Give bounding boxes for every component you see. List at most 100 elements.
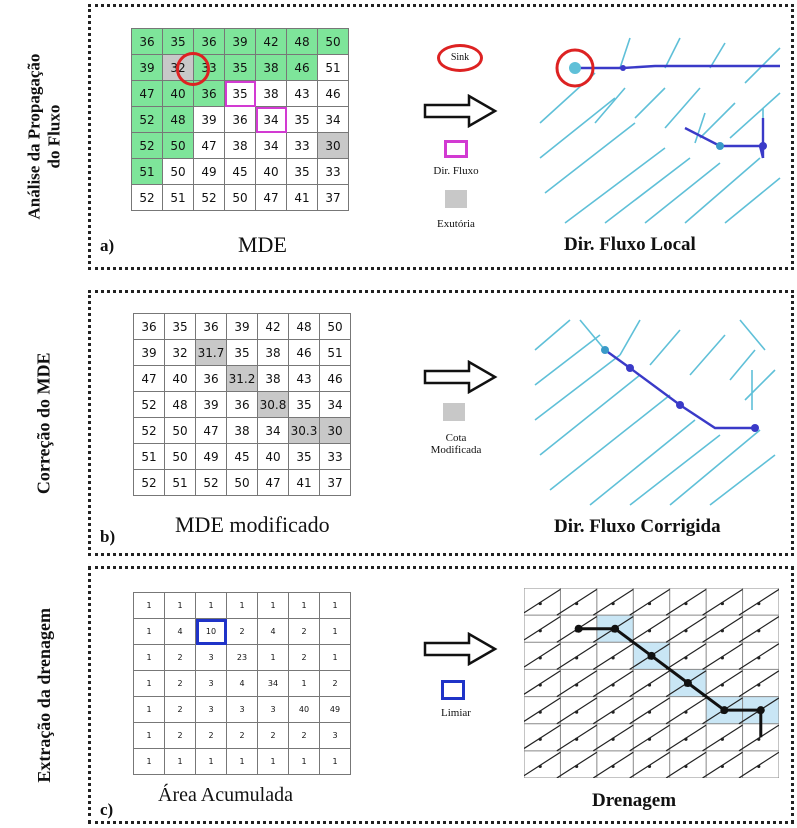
modified-mde-grid-row: 47 40 36 31.2 38 43 46 xyxy=(133,365,351,392)
accumulated-area-grid-cell: 3 xyxy=(195,696,227,723)
mde-grid-cell: 49 xyxy=(193,158,225,185)
modified-mde-grid-cell: 50 xyxy=(319,313,351,340)
accumulated-area-grid-row: 1 4 10 2 4 2 1 xyxy=(133,618,351,645)
accumulated-area-grid-cell: 1 xyxy=(319,644,351,671)
modified-mde-grid-cell: 33 xyxy=(319,443,351,470)
mde-grid-cell: 52 xyxy=(193,184,225,211)
accumulated-area-grid-cell: 2 xyxy=(226,722,258,749)
mde-grid-cell: 34 xyxy=(255,106,287,133)
accumulated-area-grid-cell: 1 xyxy=(133,748,165,775)
modified-mde-grid-cell: 35 xyxy=(288,391,320,418)
mde-grid-cell: 36 xyxy=(131,28,163,55)
outlet-legend-label: Exutória xyxy=(437,218,475,230)
accumulated-area-grid-cell: 1 xyxy=(133,722,165,749)
accumulated-area-grid-cell: 2 xyxy=(319,670,351,697)
drainage-network-map xyxy=(524,588,779,778)
modified-mde-grid-cell: 50 xyxy=(226,469,258,496)
mde-grid-cell: 33 xyxy=(317,158,349,185)
mde-grid-row: 39 32 33 35 38 46 51 xyxy=(131,54,349,81)
accumulated-area-grid-cell: 2 xyxy=(164,722,196,749)
panel-c-letter: c) xyxy=(100,800,114,819)
panel-a-letter: a) xyxy=(100,236,115,255)
mde-grid-cell: 46 xyxy=(286,54,318,81)
mde-grid-row: 52 48 39 36 34 35 34 xyxy=(131,106,349,133)
modified-mde-grid-cell: 51 xyxy=(133,443,165,470)
side-label-c-text: Extração da drenagem xyxy=(33,607,54,783)
mde-grid-cell: 41 xyxy=(286,184,318,211)
modified-mde-grid-row: 51 50 49 45 40 35 33 xyxy=(133,443,351,470)
mde-grid-cell: 50 xyxy=(162,158,194,185)
mde-grid-row: 36 35 36 39 42 48 50 xyxy=(131,28,349,55)
accumulated-area-grid-cell: 1 xyxy=(257,644,289,671)
accumulated-area-grid-cell: 2 xyxy=(164,670,196,697)
flow-arrow xyxy=(524,643,561,668)
accumulated-area-grid-cell: 40 xyxy=(288,696,320,723)
modified-mde-grid-cell: 34 xyxy=(257,417,289,444)
modified-mde-grid-cell: 48 xyxy=(288,313,320,340)
mde-grid-cell: 52 xyxy=(131,184,163,211)
mde-grid-cell: 30 xyxy=(317,132,349,159)
modified-mde-grid-cell: 47 xyxy=(257,469,289,496)
mde-grid-cell: 40 xyxy=(255,158,287,185)
accumulated-area-grid-cell: 49 xyxy=(319,696,351,723)
mde-grid: 36 35 36 39 42 48 50 39 32 33 35 38 46 51 47 40 36 35 38 43… xyxy=(131,28,349,211)
modified-mde-grid-cell: 47 xyxy=(133,365,165,392)
flow-arrow xyxy=(524,724,561,750)
modified-mde-grid-cell: 40 xyxy=(164,365,196,392)
modified-mde-grid-cell: 36 xyxy=(226,391,258,418)
mde-grid-cell: 42 xyxy=(255,28,287,55)
accumulated-area-grid-cell: 4 xyxy=(257,618,289,645)
flow-arrow xyxy=(524,670,561,695)
accumulated-area-grid-cell: 1 xyxy=(257,748,289,775)
accumulated-area-grid-cell: 34 xyxy=(257,670,289,697)
mde-grid-cell: 35 xyxy=(286,106,318,133)
flow-dir-legend-icon xyxy=(444,140,468,158)
accumulated-area-grid-cell: 2 xyxy=(257,722,289,749)
mde-grid-row: 47 40 36 35 38 43 46 xyxy=(131,80,349,107)
modified-mde-grid-cell: 38 xyxy=(257,339,289,366)
accumulated-area-grid-cell: 1 xyxy=(288,748,320,775)
modified-mde-grid-cell: 35 xyxy=(288,443,320,470)
accumulated-area-grid-cell: 4 xyxy=(164,618,196,645)
mde-grid-cell: 48 xyxy=(286,28,318,55)
modified-mde-grid-cell: 31.7 xyxy=(195,339,227,366)
accumulated-area-caption: Área Acumulada xyxy=(158,784,293,806)
mde-grid-cell: 50 xyxy=(224,184,256,211)
accumulated-area-grid-row: 1 2 3 4 34 1 2 xyxy=(133,670,351,697)
modified-mde-grid-row: 36 35 36 39 42 48 50 xyxy=(133,313,351,340)
accumulated-area-grid-cell: 1 xyxy=(133,696,165,723)
mde-grid-cell: 52 xyxy=(131,132,163,159)
modified-mde-grid-cell: 36 xyxy=(195,365,227,392)
accumulated-area-grid-cell: 2 xyxy=(164,696,196,723)
outlet-legend-icon xyxy=(445,190,467,208)
modified-mde-grid-cell: 31.2 xyxy=(226,365,258,392)
modified-mde-grid-cell: 36 xyxy=(195,313,227,340)
mde-grid-cell: 50 xyxy=(162,132,194,159)
mde-grid-cell: 50 xyxy=(317,28,349,55)
accumulated-area-grid-cell: 3 xyxy=(319,722,351,749)
accumulated-area-grid-cell: 1 xyxy=(226,748,258,775)
mde-grid-row: 52 50 47 38 34 33 30 xyxy=(131,132,349,159)
modified-mde-grid-cell: 50 xyxy=(164,443,196,470)
flow-arrow xyxy=(524,615,561,641)
legend-line2: Modificada xyxy=(430,444,482,456)
mde-grid-cell: 33 xyxy=(286,132,318,159)
modified-mde-grid-cell: 43 xyxy=(288,365,320,392)
sink-legend-label: Sink xyxy=(450,52,470,63)
mde-grid-cell: 38 xyxy=(224,132,256,159)
modified-mde-grid-cell: 49 xyxy=(195,443,227,470)
accumulated-area-grid-cell: 1 xyxy=(226,592,258,619)
modified-mde-grid-cell: 40 xyxy=(257,443,289,470)
drainage-caption: Drenagem xyxy=(592,790,677,811)
mde-grid-cell: 35 xyxy=(224,54,256,81)
accumulated-area-grid-cell: 1 xyxy=(164,592,196,619)
accumulated-area-grid-cell: 2 xyxy=(288,722,320,749)
mde-grid-cell: 34 xyxy=(255,132,287,159)
modified-mde-grid-cell: 51 xyxy=(319,339,351,366)
modified-elevation-legend-label: Cota Modificada xyxy=(416,432,496,456)
side-label-b: Correção do MDE xyxy=(0,290,88,556)
accumulated-area-grid-cell: 2 xyxy=(164,644,196,671)
modified-mde-grid-cell: 48 xyxy=(164,391,196,418)
mde-grid-cell: 47 xyxy=(255,184,287,211)
